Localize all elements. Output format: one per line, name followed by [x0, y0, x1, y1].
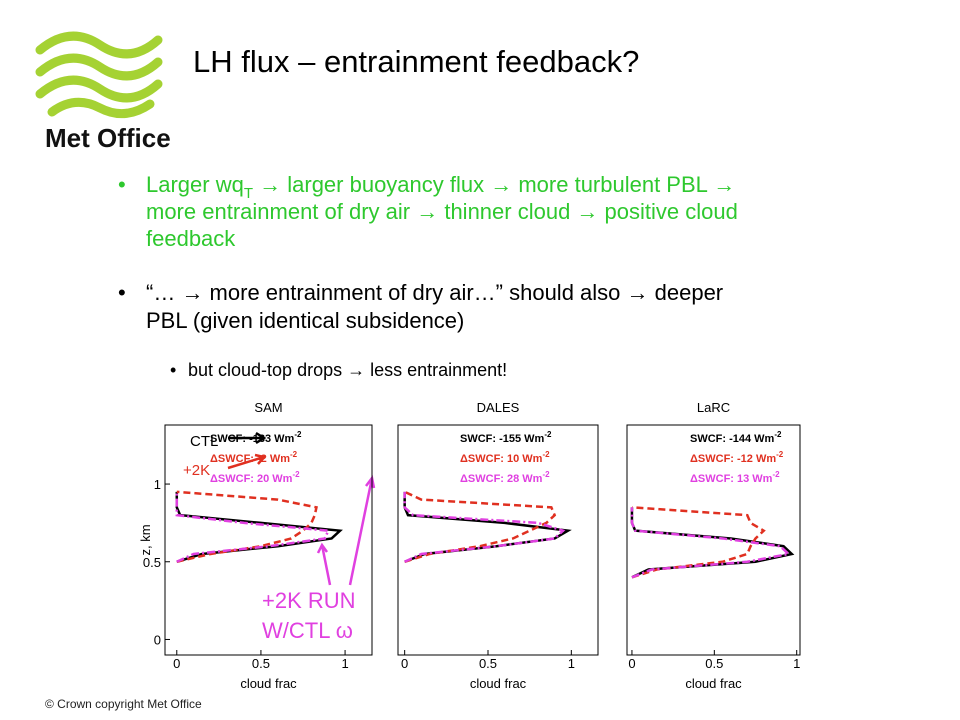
legend-entry: ΔSWCF: 10 Wm-2	[460, 450, 550, 465]
chart-title: LaRC	[697, 400, 730, 415]
bullet-line: Larger wqT → larger buoyancy flux → more…	[146, 172, 735, 202]
bullet-dot: •	[118, 280, 126, 305]
chart-title: SAM	[254, 400, 282, 415]
y-axis-label: z, km	[138, 524, 153, 555]
legend-text: SWCF: -133 Wm	[210, 433, 295, 445]
text: Larger wq	[146, 172, 244, 197]
y-tick-label: 1	[154, 477, 161, 492]
x-tick-label: 0.5	[479, 656, 497, 671]
x-tick-label: 0	[173, 656, 180, 671]
x-tick-label: 1	[793, 656, 800, 671]
superscript: -2	[292, 470, 300, 479]
profile-line	[630, 507, 792, 579]
superscript: -2	[774, 430, 782, 439]
logo-waves	[35, 31, 163, 119]
legend-entry: ΔSWCF: 13 Wm-2	[690, 470, 780, 485]
legend-entry: SWCF: -133 Wm-2	[210, 430, 302, 445]
y-tick-label: 0.5	[143, 555, 161, 570]
profile-line	[175, 491, 343, 563]
profile-line	[403, 491, 566, 563]
curve-label: +2K RUN	[262, 588, 356, 613]
legend-entry: SWCF: -144 Wm-2	[690, 430, 782, 445]
slide-title: LH flux – entrainment feedback?	[193, 44, 639, 79]
superscript: -2	[290, 450, 298, 459]
superscript: -2	[776, 450, 784, 459]
profile-line	[404, 490, 557, 563]
x-tick-label: 0	[628, 656, 635, 671]
superscript: -2	[294, 430, 302, 439]
x-tick-label: 0.5	[705, 656, 723, 671]
chart-title: DALES	[477, 400, 520, 415]
legend-text: ΔSWCF: 28 Wm	[460, 473, 543, 485]
plot-frame	[164, 424, 373, 656]
x-axis-label: cloud frac	[240, 676, 297, 691]
bullet-line: more entrainment of dry air → thinner cl…	[146, 199, 738, 224]
y-tick-label: 0	[154, 632, 161, 647]
legend-text: ΔSWCF: -12 Wm	[690, 453, 776, 465]
superscript: -2	[544, 430, 552, 439]
legend-entry: ΔSWCF: 20 Wm-2	[210, 470, 300, 485]
plot-frame	[626, 424, 801, 656]
bullet-1: • Larger wqT → larger buoyancy flux → mo…	[118, 172, 738, 251]
superscript: -2	[542, 450, 550, 459]
text: → larger buoyancy flux → more turbulent …	[253, 172, 735, 197]
bullet-line: PBL (given identical subsidence)	[146, 308, 464, 333]
curve-label: CTL	[190, 433, 218, 450]
legend-entry: SWCF: -155 Wm-2	[460, 430, 552, 445]
sub-bullet: but cloud-top drops → less entrainment!	[188, 360, 507, 380]
x-axis-label: cloud frac	[470, 676, 527, 691]
x-tick-label: 1	[568, 656, 575, 671]
superscript: -2	[772, 470, 780, 479]
curve-label: W/CTL ω	[262, 618, 353, 643]
bullet-2: • “… → more entrainment of dry air…” sho…	[118, 280, 723, 333]
subscript: T	[244, 185, 253, 202]
profile-line	[175, 491, 331, 563]
legend-text: ΔSWCF: -2 Wm	[210, 453, 290, 465]
x-axis-label: cloud frac	[685, 676, 742, 691]
footer: © Crown copyright Met Office	[45, 697, 202, 711]
legend-text: SWCF: -144 Wm	[690, 433, 775, 445]
legend-text: ΔSWCF: 13 Wm	[690, 473, 773, 485]
x-tick-label: 0	[401, 656, 408, 671]
superscript: -2	[542, 470, 550, 479]
logo-text: Met Office	[45, 123, 171, 153]
plot-frame	[397, 424, 599, 656]
curve-label: +2K	[183, 462, 210, 479]
bullet-dot: •	[170, 360, 176, 380]
profile-line	[630, 507, 795, 579]
legend-text: ΔSWCF: 10 Wm	[460, 453, 543, 465]
bullet-line: feedback	[146, 226, 236, 251]
legend-entry: ΔSWCF: -2 Wm-2	[210, 450, 298, 465]
legend-text: ΔSWCF: 20 Wm	[210, 473, 293, 485]
legend-entry: ΔSWCF: 28 Wm-2	[460, 470, 550, 485]
bullet-dot: •	[118, 172, 126, 197]
x-tick-label: 0.5	[252, 656, 270, 671]
legend-entry: ΔSWCF: -12 Wm-2	[690, 450, 784, 465]
bullet-line: “… → more entrainment of dry air…” shoul…	[146, 280, 723, 305]
legend-text: SWCF: -155 Wm	[460, 433, 545, 445]
x-tick-label: 1	[341, 656, 348, 671]
